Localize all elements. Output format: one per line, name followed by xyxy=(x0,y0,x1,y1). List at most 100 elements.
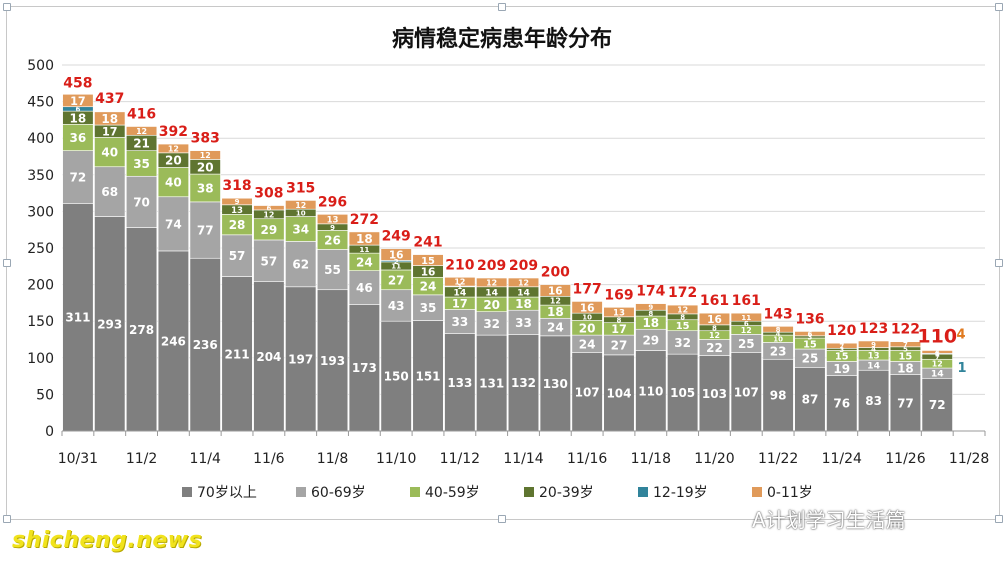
x-tick-label: 11/14 xyxy=(503,451,543,467)
resize-handle-top[interactable] xyxy=(498,3,506,11)
segment-value-label: 14 xyxy=(453,287,466,298)
total-label: 161 xyxy=(732,293,761,309)
segment-value-label: 98 xyxy=(770,389,787,403)
total-label: 200 xyxy=(541,265,570,281)
segment-value-label: 10 xyxy=(773,335,783,343)
bars xyxy=(62,93,953,432)
wechat-watermark: A计划学习生活篇 xyxy=(752,508,906,532)
segment-value-label: 9 xyxy=(330,224,335,232)
bar-segment xyxy=(380,320,412,432)
resize-handle-left[interactable] xyxy=(3,259,11,267)
segment-value-label: 57 xyxy=(261,254,278,268)
segment-value-label: 9 xyxy=(235,198,240,206)
segment-value-label: 9 xyxy=(871,341,876,349)
segment-value-label: 17 xyxy=(452,298,468,311)
legend-label: 60-69岁 xyxy=(311,485,366,501)
bar-segment xyxy=(316,249,349,291)
segment-value-label: 3 xyxy=(839,346,844,354)
total-label: 296 xyxy=(318,194,347,210)
segment-value-label: 13 xyxy=(868,351,880,361)
segment-value-label: 193 xyxy=(320,354,345,368)
segment-value-label: 77 xyxy=(897,396,914,410)
bar-segment xyxy=(62,123,94,151)
resize-handle-top-left[interactable] xyxy=(3,3,11,11)
segment-value-label: 29 xyxy=(642,333,659,347)
segment-value-label: 12 xyxy=(454,278,465,287)
segment-value-label: 132 xyxy=(511,376,536,390)
segment-value-label: 34 xyxy=(292,223,309,237)
legend-swatch xyxy=(524,487,534,497)
bar-segment xyxy=(285,216,317,242)
segment-value-label: 14 xyxy=(931,369,944,380)
segment-value-label: 103 xyxy=(702,387,727,401)
segment-value-label: 2 xyxy=(394,258,399,266)
segment-value-label: 16 xyxy=(389,250,404,262)
segment-value-label: 20 xyxy=(579,321,596,335)
segment-value-label: 72 xyxy=(70,171,87,185)
bar-segment xyxy=(826,342,858,349)
total-label: 249 xyxy=(382,229,411,245)
total-label: 416 xyxy=(127,106,156,122)
x-tick-label: 11/16 xyxy=(567,451,607,467)
resize-handle-bottom-right[interactable] xyxy=(995,515,1003,523)
resize-handle-bottom-left[interactable] xyxy=(3,515,11,523)
segment-value-label: 10 xyxy=(296,210,306,218)
segment-value-label: 17 xyxy=(611,323,627,336)
total-label: 177 xyxy=(573,281,602,297)
segment-value-label: 7 xyxy=(935,353,940,361)
segment-value-label: 12 xyxy=(550,297,561,306)
segment-value-label: 12 xyxy=(518,278,529,287)
segment-value-label: 72 xyxy=(929,398,946,412)
bar-segment xyxy=(253,205,285,211)
segment-value-label: 1 xyxy=(935,350,940,358)
segment-value-label: 62 xyxy=(292,258,309,272)
bar-segment xyxy=(507,277,540,288)
total-label: 161 xyxy=(700,293,729,309)
segment-value-label: 10 xyxy=(582,313,592,321)
segment-labels: 3117236186172936840171827870352112246744… xyxy=(65,95,945,412)
segment-value-label: 83 xyxy=(865,394,882,408)
segment-value-label: 151 xyxy=(415,369,440,383)
bar-segment xyxy=(285,241,317,288)
segment-value-label: 27 xyxy=(611,339,628,353)
segment-value-label: 24 xyxy=(579,337,596,351)
legend-swatch xyxy=(410,487,420,497)
segment-value-label: 16 xyxy=(580,302,595,314)
bar-segment xyxy=(667,304,699,315)
segment-value-label: 131 xyxy=(479,377,504,391)
segment-value-label: 20 xyxy=(483,298,500,312)
y-axis: 0 50 100 150 200 250 300 350 400 450 500 xyxy=(27,58,54,440)
bar-segment xyxy=(667,353,699,432)
segment-value-label: 40 xyxy=(101,146,118,160)
resize-handle-top-right[interactable] xyxy=(995,3,1003,11)
segment-value-label: 293 xyxy=(97,317,122,331)
total-label: 123 xyxy=(859,321,888,337)
segment-value-label: 9 xyxy=(648,304,653,312)
segment-value-label: 107 xyxy=(734,385,759,399)
segment-value-label: 17 xyxy=(102,126,118,139)
legend-swatch xyxy=(182,487,192,497)
bar-segment xyxy=(253,239,285,282)
segment-value-label: 8 xyxy=(776,326,781,334)
segment-value-label: 13 xyxy=(231,206,243,216)
segment-value-label: 12 xyxy=(136,127,147,136)
segment-value-label: 28 xyxy=(229,218,246,232)
x-tick-label: 11/4 xyxy=(189,451,221,467)
resize-handle-right[interactable] xyxy=(995,259,1003,267)
segment-value-label: 133 xyxy=(447,376,472,390)
resize-handle-bottom[interactable] xyxy=(498,515,506,523)
bar-segment xyxy=(762,358,794,432)
segment-value-label: 21 xyxy=(133,137,150,151)
segment-value-label: 14 xyxy=(867,361,880,372)
bar-segment xyxy=(157,143,189,154)
segment-value-label: 8 xyxy=(712,324,717,332)
bar-segment xyxy=(412,294,444,321)
segment-value-label: 16 xyxy=(707,314,722,326)
segment-value-label: 110 xyxy=(638,384,663,398)
segment-value-label: 7 xyxy=(839,342,844,350)
bar-segment xyxy=(444,276,476,287)
segment-value-label: 24 xyxy=(420,280,437,294)
x-tick-label: 10/31 xyxy=(58,451,98,467)
segment-value-label: 32 xyxy=(674,336,691,350)
segment-value-label: 18 xyxy=(897,362,914,376)
